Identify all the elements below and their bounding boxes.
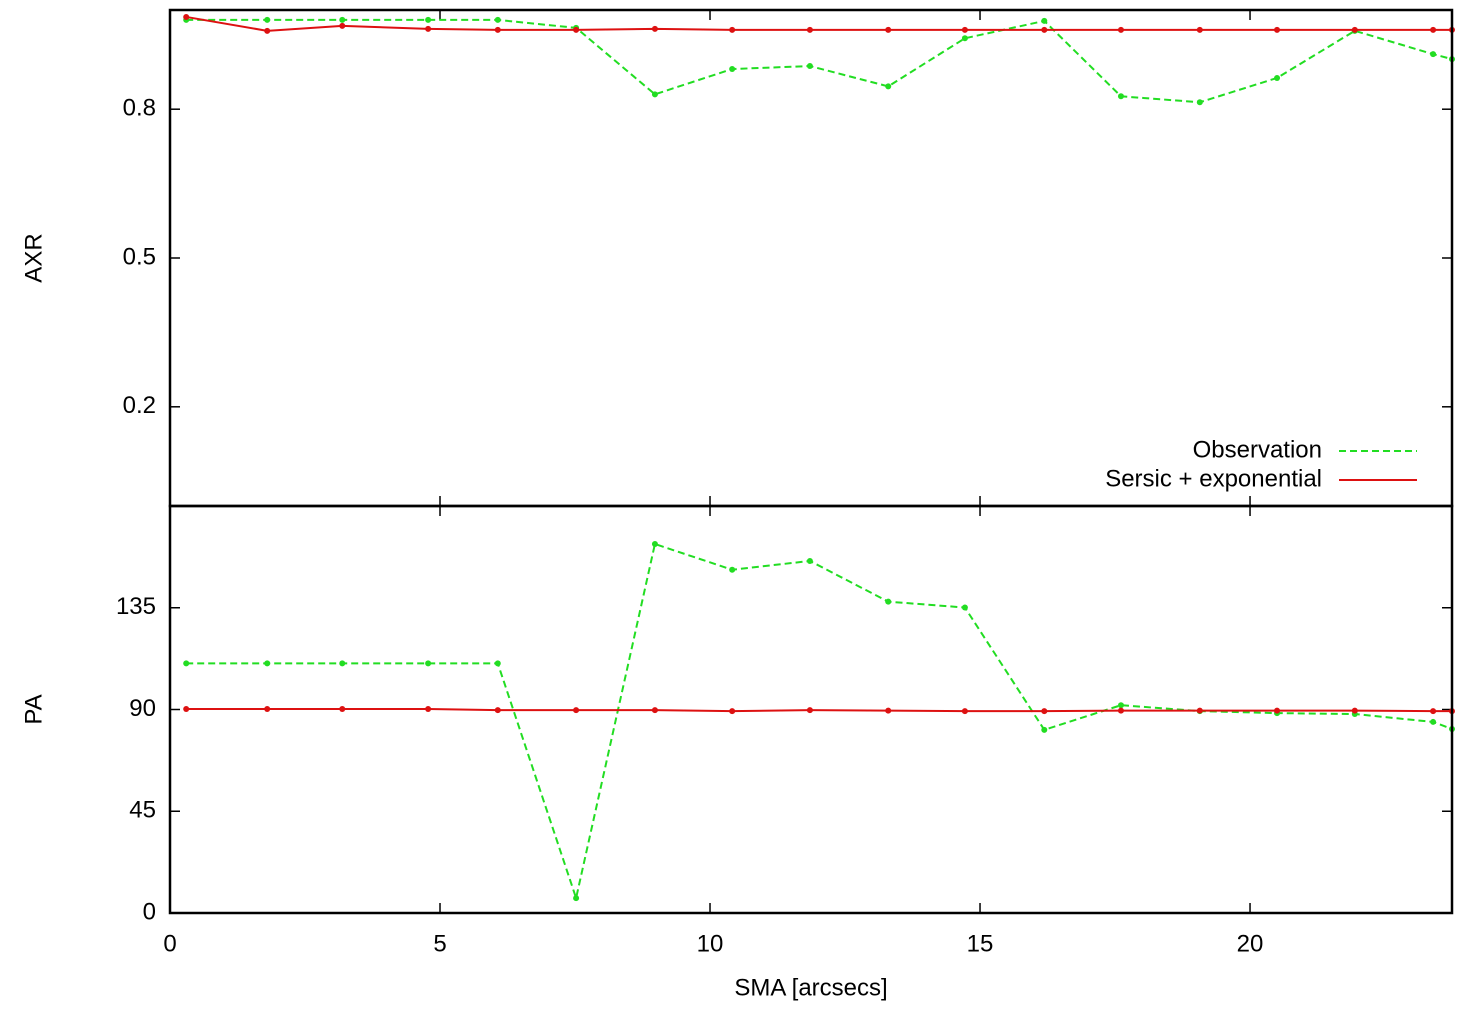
x-tick-label: 0 xyxy=(163,930,176,957)
data-point xyxy=(425,25,432,32)
data-point xyxy=(425,16,432,23)
data-point xyxy=(729,566,736,573)
series-line xyxy=(186,542,1453,902)
data-point xyxy=(264,660,271,667)
data-point xyxy=(885,83,892,90)
data-point xyxy=(1041,726,1048,733)
data-point xyxy=(885,598,892,605)
series-line xyxy=(186,15,1452,32)
data-point xyxy=(183,706,190,713)
data-point xyxy=(961,35,968,42)
series-line xyxy=(186,708,1452,713)
data-point xyxy=(961,604,968,611)
data-point xyxy=(651,540,658,547)
x-tick-label: 10 xyxy=(697,930,724,957)
data-point xyxy=(339,660,346,667)
data-point xyxy=(1274,74,1281,81)
data-point xyxy=(885,707,892,714)
data-point xyxy=(1274,707,1281,714)
data-point xyxy=(183,660,190,667)
data-point xyxy=(1117,26,1124,33)
x-tick-label: 15 xyxy=(967,930,994,957)
data-point xyxy=(1196,99,1203,106)
data-point xyxy=(494,16,501,23)
data-point xyxy=(339,706,346,713)
data-point xyxy=(494,26,501,33)
plot-frame xyxy=(168,8,1454,508)
legend-label: Observation xyxy=(1193,436,1322,463)
data-point xyxy=(1196,26,1203,33)
data-point xyxy=(573,707,580,714)
data-point xyxy=(1274,26,1281,33)
data-point xyxy=(1196,707,1203,714)
y-tick-label: 90 xyxy=(129,695,156,722)
data-point xyxy=(264,16,271,23)
data-point xyxy=(425,660,432,667)
data-point xyxy=(1117,707,1124,714)
data-point xyxy=(425,706,432,713)
y-tick-label: 0 xyxy=(143,898,156,925)
data-point xyxy=(1351,707,1358,714)
data-point xyxy=(573,26,580,33)
x-tick-label: 20 xyxy=(1237,930,1264,957)
data-point xyxy=(1430,26,1437,33)
data-point xyxy=(885,26,892,33)
y-axis-label: PA xyxy=(20,694,47,724)
data-point xyxy=(806,63,813,70)
y-axis-label: AXR xyxy=(20,233,47,282)
data-point xyxy=(1041,26,1048,33)
data-point xyxy=(806,707,813,714)
x-axis-label: SMA [arcsecs] xyxy=(734,974,887,1001)
data-point xyxy=(806,557,813,564)
data-point xyxy=(264,27,271,34)
data-point xyxy=(806,26,813,33)
y-tick-label: 0.8 xyxy=(123,95,156,122)
plot-frame xyxy=(168,504,1454,915)
data-point xyxy=(339,22,346,29)
data-point xyxy=(183,13,190,20)
data-point xyxy=(1430,51,1437,58)
data-point xyxy=(651,25,658,32)
data-point xyxy=(1117,702,1124,709)
data-point xyxy=(651,707,658,714)
data-point xyxy=(729,708,736,715)
x-tick-label: 5 xyxy=(433,930,446,957)
data-point xyxy=(1041,17,1048,24)
data-point xyxy=(1041,708,1048,715)
data-point xyxy=(729,26,736,33)
data-point xyxy=(264,706,271,713)
data-point xyxy=(961,708,968,715)
y-tick-label: 45 xyxy=(129,797,156,824)
data-point xyxy=(1117,93,1124,100)
data-point xyxy=(961,26,968,33)
data-point xyxy=(1351,26,1358,33)
series-line xyxy=(186,18,1453,104)
legend-label: Sersic + exponential xyxy=(1105,465,1322,492)
data-point xyxy=(1430,708,1437,715)
data-point xyxy=(339,16,346,23)
y-tick-label: 0.2 xyxy=(123,392,156,419)
data-point xyxy=(729,66,736,73)
y-tick-label: 135 xyxy=(116,593,156,620)
data-point xyxy=(651,91,658,98)
data-point xyxy=(494,707,501,714)
y-tick-label: 0.5 xyxy=(123,243,156,270)
data-point xyxy=(494,660,501,667)
data-point xyxy=(573,895,580,902)
data-point xyxy=(1430,718,1437,725)
